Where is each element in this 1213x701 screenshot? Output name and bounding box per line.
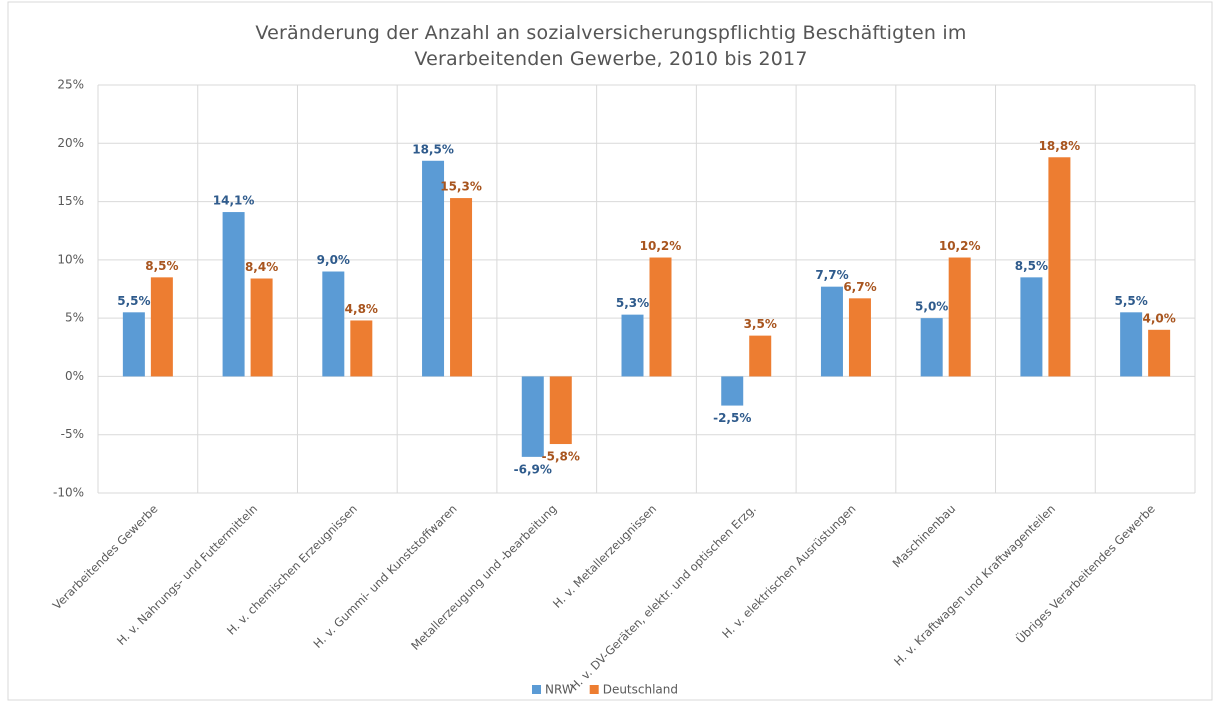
y-tick-label: 20% bbox=[57, 136, 84, 150]
bar bbox=[848, 298, 871, 377]
chart-border bbox=[7, 1, 1213, 701]
bar bbox=[222, 212, 245, 377]
value-label: 14,1% bbox=[213, 194, 255, 208]
bar bbox=[820, 286, 843, 377]
value-label: 9,0% bbox=[317, 253, 350, 267]
bar bbox=[450, 198, 473, 377]
legend-label: NRW bbox=[545, 683, 574, 697]
value-label: 6,7% bbox=[843, 280, 876, 294]
y-tick-label: 0% bbox=[65, 369, 84, 383]
x-tick-group: H. v. Metallerzeugnissen bbox=[550, 502, 659, 611]
x-tick-label: H. v. Metallerzeugnissen bbox=[550, 502, 659, 611]
value-label: 8,5% bbox=[145, 259, 178, 273]
bar bbox=[150, 277, 173, 377]
bar bbox=[721, 376, 744, 406]
value-label: -5,8% bbox=[542, 450, 580, 464]
bar bbox=[549, 376, 572, 445]
bar bbox=[1020, 277, 1043, 377]
bar bbox=[1120, 312, 1143, 377]
bar bbox=[1148, 329, 1171, 377]
value-label: 8,4% bbox=[245, 260, 278, 274]
y-tick-label: -10% bbox=[53, 486, 84, 500]
y-tick-label: 10% bbox=[57, 252, 84, 266]
bar bbox=[250, 278, 273, 377]
legend-swatch bbox=[589, 685, 599, 694]
bar bbox=[649, 257, 672, 377]
value-label: 18,5% bbox=[412, 142, 454, 156]
value-label: 4,8% bbox=[345, 302, 378, 316]
value-label: 4,0% bbox=[1142, 311, 1175, 325]
bar bbox=[521, 376, 544, 457]
x-tick-label: Verarbeitendes Gewerbe bbox=[50, 502, 161, 613]
value-label: 5,3% bbox=[616, 296, 649, 310]
x-tick-group: Maschinenbau bbox=[890, 502, 959, 571]
x-tick-label: Maschinenbau bbox=[890, 502, 959, 571]
bar bbox=[920, 318, 943, 377]
bar bbox=[948, 257, 971, 377]
bar bbox=[322, 271, 345, 377]
y-tick-label: 25% bbox=[57, 78, 84, 92]
bar bbox=[749, 335, 772, 377]
y-tick-label: 15% bbox=[57, 194, 84, 208]
value-label: 5,5% bbox=[117, 294, 150, 308]
value-label: 5,5% bbox=[1114, 294, 1147, 308]
value-label: 10,2% bbox=[939, 239, 981, 253]
value-label: 3,5% bbox=[744, 317, 777, 331]
y-tick-label: 5% bbox=[65, 311, 84, 325]
value-label: 7,7% bbox=[815, 268, 848, 282]
value-label: -6,9% bbox=[514, 462, 552, 476]
value-label: 8,5% bbox=[1015, 259, 1048, 273]
bar bbox=[1048, 157, 1071, 377]
y-tick-label: -5% bbox=[61, 427, 84, 441]
x-tick-group: H. v. DV-Geräten, elektr. und optischen … bbox=[567, 502, 759, 694]
x-tick-label: H. v. DV-Geräten, elektr. und optischen … bbox=[567, 502, 759, 694]
value-label: 5,0% bbox=[915, 300, 948, 314]
chart-title: Veränderung der Anzahl an sozialversiche… bbox=[255, 22, 967, 70]
value-label: -2,5% bbox=[713, 411, 751, 425]
x-tick-label: H. v. Kraftwagen und Kraftwagenteilen bbox=[891, 502, 1058, 669]
bar bbox=[422, 160, 445, 377]
x-tick-group: Verarbeitendes Gewerbe bbox=[50, 502, 161, 613]
value-label: 18,8% bbox=[1039, 139, 1081, 153]
bar bbox=[350, 320, 373, 377]
bar bbox=[621, 314, 644, 377]
legend-label: Deutschland bbox=[603, 683, 678, 697]
legend-swatch bbox=[532, 685, 541, 694]
value-label: 15,3% bbox=[440, 180, 482, 194]
bar bbox=[122, 312, 145, 377]
value-label: 10,2% bbox=[640, 239, 682, 253]
x-tick-group: H. v. Kraftwagen und Kraftwagenteilen bbox=[891, 502, 1058, 669]
